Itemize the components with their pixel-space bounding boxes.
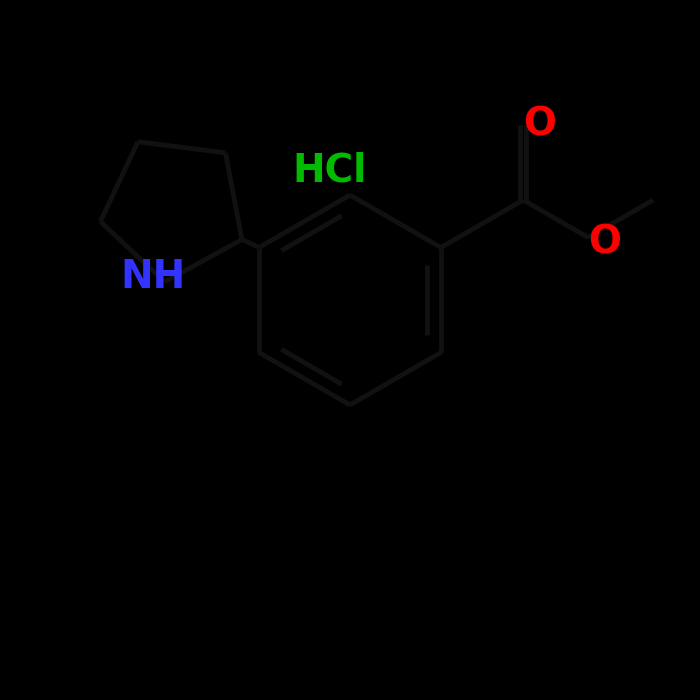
Text: O: O: [523, 106, 556, 144]
Text: O: O: [588, 223, 621, 262]
Text: NH: NH: [120, 258, 186, 296]
Text: HCl: HCl: [293, 151, 368, 189]
